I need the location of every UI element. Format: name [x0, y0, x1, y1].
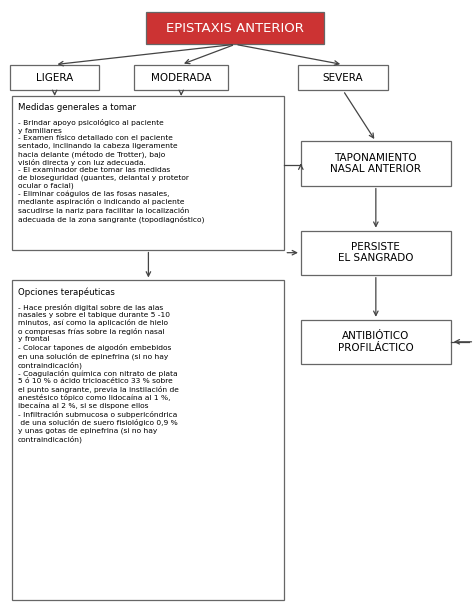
Text: PERSISTE
EL SANGRADO: PERSISTE EL SANGRADO	[338, 242, 414, 264]
Text: LIGERA: LIGERA	[36, 73, 73, 83]
Text: Medidas generales a tomar: Medidas generales a tomar	[18, 103, 136, 112]
Text: - Brindar apoyo psicológico al paciente
y familiares
- Examen físico detallado c: - Brindar apoyo psicológico al paciente …	[18, 120, 205, 223]
Text: Opciones terapéuticas: Opciones terapéuticas	[18, 288, 115, 297]
Text: MODERADA: MODERADA	[151, 73, 211, 83]
Text: ANTIBIÓTICO
PROFILÁCTICO: ANTIBIÓTICO PROFILÁCTICO	[338, 331, 414, 352]
FancyBboxPatch shape	[134, 65, 228, 91]
FancyBboxPatch shape	[10, 65, 99, 91]
Text: - Hace presión digital sobre de las alas
nasales y sobre el tabique durante 5 -1: - Hace presión digital sobre de las alas…	[18, 304, 179, 443]
FancyBboxPatch shape	[12, 280, 284, 600]
FancyBboxPatch shape	[12, 96, 284, 249]
FancyBboxPatch shape	[301, 320, 451, 364]
FancyBboxPatch shape	[301, 230, 451, 275]
FancyBboxPatch shape	[299, 65, 388, 91]
Text: TAPONAMIENTO
NASAL ANTERIOR: TAPONAMIENTO NASAL ANTERIOR	[330, 153, 421, 174]
Text: EPISTAXIS ANTERIOR: EPISTAXIS ANTERIOR	[166, 22, 304, 35]
FancyBboxPatch shape	[301, 142, 451, 185]
Text: SEVERA: SEVERA	[323, 73, 364, 83]
FancyBboxPatch shape	[146, 12, 324, 44]
